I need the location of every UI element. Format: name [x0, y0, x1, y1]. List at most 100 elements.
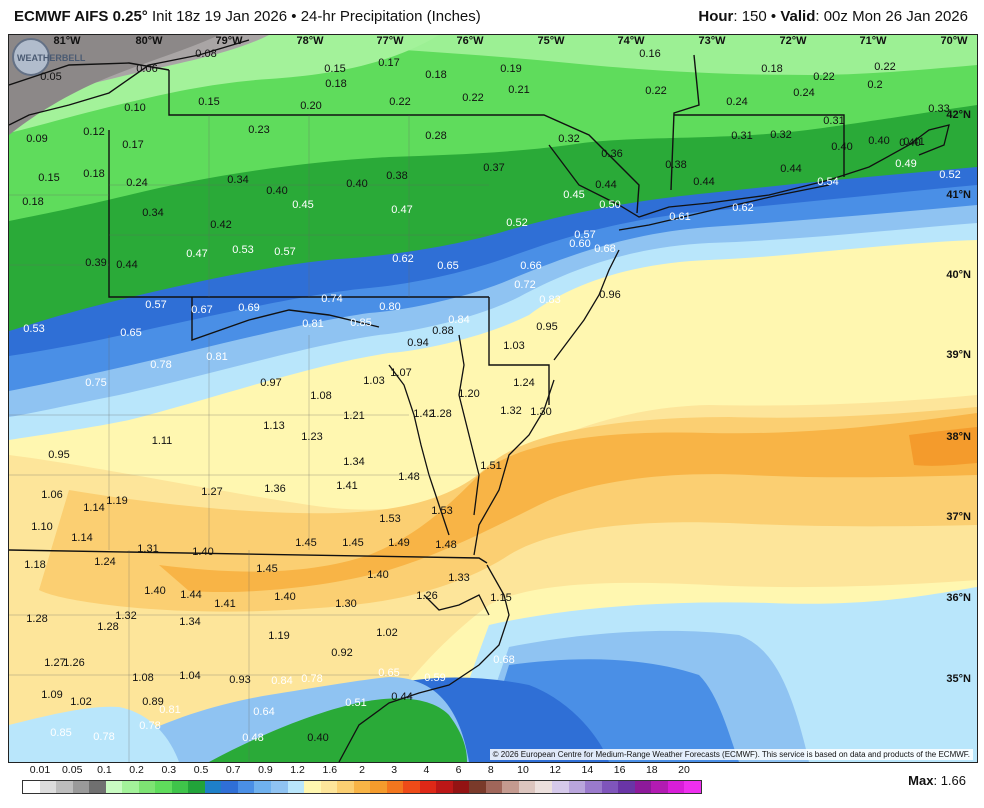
precip-value: 1.40 [367, 569, 389, 581]
precip-value: 1.40 [144, 585, 166, 597]
precip-value: 0.51 [345, 697, 367, 709]
legend-tick: 8 [487, 764, 494, 776]
precip-value: 0.06 [136, 63, 158, 75]
precip-value: 0.40 [346, 178, 368, 190]
legend-swatch [56, 781, 73, 793]
legend-tick: 16 [613, 764, 626, 776]
legend-ticks: 0.01 0.05 0.1 0.2 0.3 0.5 0.7 0.9 1.2 1.6 2 3 4 6 8 10 1… [22, 764, 702, 778]
precip-value: 1.32 [500, 405, 522, 417]
lon-label: 75°W [537, 35, 565, 47]
init-time: Init 18z 19 Jan 2026 [151, 8, 288, 25]
valid-label: Valid [780, 8, 816, 25]
precip-value: 0.78 [301, 673, 323, 685]
forecast-hour: 150 [741, 8, 767, 25]
precip-value: 0.94 [407, 337, 429, 349]
precip-value: 1.42 [413, 408, 435, 420]
precip-value: 0.53 [23, 323, 45, 335]
legend-tick: 3 [391, 764, 398, 776]
legend-swatch [105, 781, 123, 793]
precip-value: 0.54 [817, 176, 839, 188]
legend-swatch [254, 781, 271, 793]
precip-value: 0.40 [899, 137, 921, 149]
legend-tick: 1.2 [290, 764, 305, 776]
precip-value: 0.05 [40, 71, 62, 83]
precip-value: 0.12 [83, 126, 105, 138]
precip-value: 1.40 [274, 591, 296, 603]
precip-value: 1.40 [192, 546, 214, 558]
legend-swatch [337, 781, 354, 793]
precip-value: 0.22 [462, 92, 484, 104]
legend-swatch [634, 781, 652, 793]
header-bullet: • [770, 8, 777, 25]
legend-swatch [237, 781, 255, 793]
legend-swatch [552, 781, 569, 793]
precip-value: 1.28 [430, 408, 452, 420]
legend-swatch [221, 781, 238, 793]
legend-tick: 6 [455, 764, 462, 776]
svg-text:WEATHERBELL: WEATHERBELL [17, 53, 86, 63]
model-name: ECMWF AIFS 0.25 [14, 8, 142, 25]
precip-value: 0.33 [928, 103, 950, 115]
precip-value: 0.09 [26, 133, 48, 145]
legend-swatch [204, 781, 222, 793]
precip-value: 0.37 [483, 162, 505, 174]
precip-value: 0.78 [150, 359, 172, 371]
new-england-coast [548, 124, 950, 218]
precip-value: 0.17 [378, 57, 400, 69]
precip-value: 0.22 [874, 61, 896, 73]
legend-swatch [452, 781, 470, 793]
precip-value: 0.97 [260, 377, 282, 389]
precip-value: 0.49 [895, 158, 917, 170]
precip-value: 1.51 [480, 460, 502, 472]
precip-value: 0.32 [558, 133, 580, 145]
precip-value: 0.39 [85, 257, 107, 269]
legend-swatch [585, 781, 602, 793]
precip-value: 1.19 [268, 630, 290, 642]
precip-value: 0.59 [424, 672, 446, 684]
precip-value: 0.22 [645, 85, 667, 97]
precip-value: 0.48 [242, 732, 264, 744]
precip-value: 0.96 [599, 289, 621, 301]
precip-value: 0.28 [425, 130, 447, 142]
precip-value: 0.36 [601, 148, 623, 160]
precip-value: 0.89 [142, 696, 164, 708]
hour-label: Hour [698, 8, 734, 25]
legend-tick: 12 [549, 764, 562, 776]
precip-value: 0.42 [210, 219, 232, 231]
precip-value: 1.18 [24, 559, 46, 571]
precip-value: 0.50 [599, 199, 621, 211]
precip-value: 1.21 [343, 410, 365, 422]
legend-tick: 0.01 [29, 764, 51, 776]
precip-value: 0.18 [425, 69, 447, 81]
legend-swatch [171, 781, 189, 793]
precip-value: 0.38 [386, 170, 408, 182]
max-value: 1.66 [940, 773, 966, 788]
lon-label: 78°W [296, 35, 324, 47]
legend-tick: 14 [581, 764, 594, 776]
legend-tick: 0.5 [193, 764, 209, 776]
precip-value: 1.44 [180, 589, 202, 601]
precip-value: 0.81 [302, 318, 324, 330]
precip-value: 0.57 [145, 299, 167, 311]
precip-value: 0.68 [493, 654, 515, 666]
precip-value: 0.78 [93, 731, 115, 743]
precip-value: 0.40 [266, 185, 288, 197]
county-lines [9, 115, 489, 762]
precip-value: 0.84 [448, 314, 470, 326]
precip-value: 0.34 [227, 174, 249, 186]
precip-value: 1.24 [513, 377, 535, 389]
precip-value: 0.32 [770, 129, 792, 141]
precip-value: 1.13 [263, 420, 285, 432]
degree-symbol: ° [141, 8, 148, 25]
precip-value: 0.81 [206, 351, 228, 363]
legend-swatch [485, 781, 503, 793]
band-green-light-north [9, 35, 977, 75]
precip-legend: 0.01 0.05 0.1 0.2 0.3 0.5 0.7 0.9 1.2 1.6 2 3 4 6 8 10 1… [22, 764, 702, 794]
legend-swatch [601, 781, 619, 793]
precip-value: 1.26 [416, 590, 438, 602]
precip-value: 1.06 [41, 489, 63, 501]
precip-value: 0.22 [389, 96, 411, 108]
lon-label: 74°W [617, 35, 645, 47]
va-nc-border [9, 549, 488, 564]
precip-value: 0.24 [126, 177, 148, 189]
